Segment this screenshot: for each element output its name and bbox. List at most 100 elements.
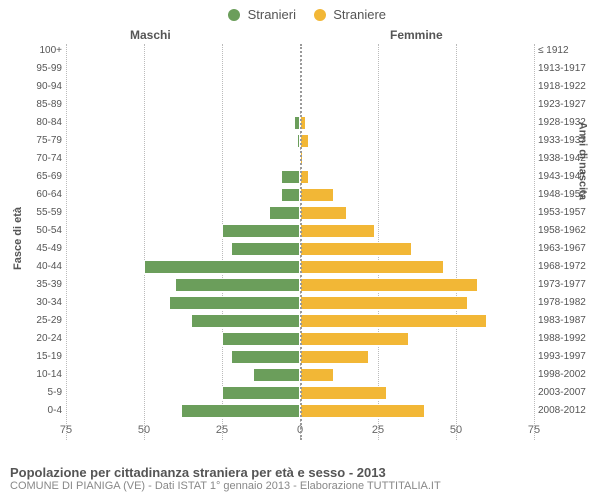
table-row (66, 368, 300, 382)
birth-year-label: 1913-1917 (538, 63, 598, 74)
table-row (66, 188, 300, 202)
legend-swatch-male (228, 9, 240, 21)
birth-year-label: 1928-1932 (538, 117, 598, 128)
table-row (300, 350, 534, 364)
birth-year-label: 1953-1957 (538, 207, 598, 218)
table-row (66, 224, 300, 238)
age-label: 95-99 (2, 63, 62, 74)
birth-year-label: 1968-1972 (538, 261, 598, 272)
table-row (300, 170, 534, 184)
age-label: 70-74 (2, 153, 62, 164)
age-label: 40-44 (2, 261, 62, 272)
male-bar (191, 314, 300, 328)
male-bar (231, 242, 300, 256)
female-bar (300, 314, 487, 328)
table-row (66, 98, 300, 112)
table-row (300, 260, 534, 274)
female-bar (300, 404, 425, 418)
female-bar (300, 260, 444, 274)
column-header-male: Maschi (130, 28, 171, 42)
female-bar (300, 188, 334, 202)
male-bar (253, 368, 300, 382)
female-half (300, 44, 534, 440)
x-tick-label: 75 (60, 424, 72, 436)
age-label: 65-69 (2, 171, 62, 182)
age-label: 50-54 (2, 225, 62, 236)
gridline (534, 44, 535, 440)
table-row (300, 134, 534, 148)
female-bar (300, 296, 468, 310)
male-bar (175, 278, 300, 292)
table-row (300, 80, 534, 94)
table-row (300, 242, 534, 256)
table-row (300, 296, 534, 310)
age-label: 55-59 (2, 207, 62, 218)
legend-label-female: Straniere (333, 7, 386, 22)
male-bar (169, 296, 300, 310)
birth-year-label: ≤ 1912 (538, 45, 598, 56)
male-bar (231, 350, 300, 364)
birth-year-label: 1923-1927 (538, 99, 598, 110)
birth-year-label: 1963-1967 (538, 243, 598, 254)
table-row (300, 224, 534, 238)
age-label: 5-9 (2, 387, 62, 398)
table-row (66, 260, 300, 274)
table-row (66, 350, 300, 364)
age-label: 90-94 (2, 81, 62, 92)
x-tick-label: 25 (216, 424, 228, 436)
age-label: 0-4 (2, 405, 62, 416)
plot-area (66, 44, 534, 440)
birth-year-label: 1993-1997 (538, 351, 598, 362)
table-row (66, 44, 300, 58)
table-row (66, 62, 300, 76)
age-label: 45-49 (2, 243, 62, 254)
male-bar (222, 332, 300, 346)
table-row (66, 134, 300, 148)
age-label: 25-29 (2, 315, 62, 326)
male-bar (144, 260, 300, 274)
age-label: 85-89 (2, 99, 62, 110)
table-row (300, 206, 534, 220)
x-tick-label: 50 (450, 424, 462, 436)
table-row (66, 152, 300, 166)
female-bar (300, 350, 369, 364)
birth-year-label: 1988-1992 (538, 333, 598, 344)
age-label: 20-24 (2, 333, 62, 344)
age-label: 80-84 (2, 117, 62, 128)
table-row (300, 386, 534, 400)
table-row (300, 368, 534, 382)
table-row (300, 314, 534, 328)
age-label: 15-19 (2, 351, 62, 362)
birth-year-label: 1948-1952 (538, 189, 598, 200)
birth-year-label: 1983-1987 (538, 315, 598, 326)
x-tick-label: 50 (138, 424, 150, 436)
table-row (66, 80, 300, 94)
legend: Stranieri Straniere (0, 6, 600, 22)
birth-year-label: 1958-1962 (538, 225, 598, 236)
table-row (300, 332, 534, 346)
female-bar (300, 242, 412, 256)
table-row (66, 386, 300, 400)
age-label: 75-79 (2, 135, 62, 146)
x-tick-label: 75 (528, 424, 540, 436)
age-label: 100+ (2, 45, 62, 56)
table-row (66, 206, 300, 220)
center-axis (300, 44, 302, 440)
legend-swatch-female (314, 9, 326, 21)
birth-year-label: 1998-2002 (538, 369, 598, 380)
female-bar (300, 224, 375, 238)
male-bar (222, 224, 300, 238)
birth-year-label: 1933-1937 (538, 135, 598, 146)
birth-year-label: 2003-2007 (538, 387, 598, 398)
table-row (300, 62, 534, 76)
female-bar (300, 206, 347, 220)
column-header-female: Femmine (390, 28, 443, 42)
age-label: 35-39 (2, 279, 62, 290)
birth-year-label: 1943-1947 (538, 171, 598, 182)
table-row (66, 116, 300, 130)
table-row (66, 404, 300, 418)
female-bar (300, 386, 387, 400)
table-row (300, 404, 534, 418)
male-bar (222, 386, 300, 400)
legend-label-male: Stranieri (248, 7, 296, 22)
